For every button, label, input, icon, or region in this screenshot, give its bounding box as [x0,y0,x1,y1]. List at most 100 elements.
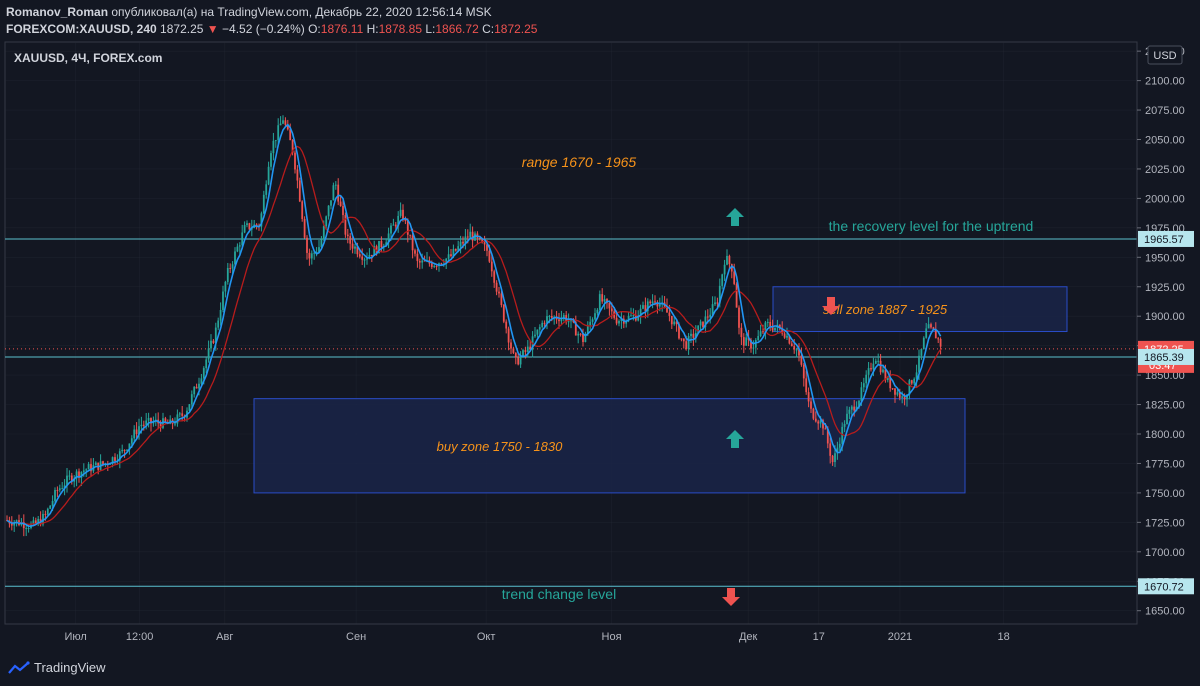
time-axis[interactable]: Июл 12:00 Авг Сен Окт Ноя Дек 17 2021 18 [5,623,1137,643]
candle-body [745,337,748,346]
candle-body [27,527,30,529]
candle-body [620,318,623,321]
price-tick-label: 1725.00 [1145,517,1185,529]
level-price-tag[interactable] [1138,578,1194,595]
time-tick-label: Сен [346,631,366,643]
candle-body [541,322,544,328]
price-chart[interactable]: sell zone 1887 - 1925 buy zone 1750 - 183… [0,0,1200,652]
candle-body [142,424,145,426]
candle-body [370,254,373,256]
candle-body [126,449,128,451]
candle-body [726,255,728,265]
candle-body [882,369,884,373]
candle-body [817,421,820,424]
candle-body [546,316,548,324]
time-tick-label: Ноя [602,631,622,643]
published-text: опубликовал(а) на TradingView.com, Декаб… [111,5,492,19]
high-label: H: [366,22,379,36]
candle-body [406,220,409,235]
candle-body [490,261,493,272]
annotations: range 1670 - 1965 the recovery level for … [502,154,1034,606]
candle-body [853,406,856,411]
candle-body [306,237,308,253]
candle-body [330,200,332,206]
candle-body [337,184,340,202]
candle-body [903,396,906,400]
last-price: 1872.25 [160,22,204,36]
candle-body [421,260,424,263]
price-tick-label: 1925.00 [1145,282,1185,294]
candle-body [932,327,935,330]
price-change: −4.52 (−0.24%) [222,22,305,36]
candle-body [498,291,500,294]
candle-body [418,261,421,263]
candle-body [668,312,671,316]
candle-body [464,236,467,244]
candle-body [579,333,582,335]
candle-body [666,306,668,313]
candle-body [54,490,56,501]
recovery-annotation: the recovery level for the uptrend [829,218,1034,234]
candle-body [862,383,865,388]
candle-body [865,374,868,384]
candle-body [66,475,68,486]
candle-body [147,418,150,421]
candle-body [522,350,524,357]
price-axis[interactable]: 1650.001675.001700.001725.001750.001775.… [1136,42,1194,624]
candle-body [877,360,880,362]
candle-body [248,223,251,230]
close-label: C: [482,22,495,36]
candle-body [608,302,611,309]
candle-body [15,520,18,523]
candle-body [754,340,757,348]
candle-body [289,129,292,141]
candle-body [416,253,419,262]
candle-body [226,267,229,282]
candle-body [178,413,181,415]
candle-body [346,234,349,237]
down-arrow-trend-icon [722,588,740,606]
candle-body [879,360,882,373]
candle-body [714,302,716,305]
candle-body [373,246,376,256]
price-tick-label: 1850.00 [1145,370,1185,382]
author-name[interactable]: Romanov_Roman [6,5,109,19]
candle-body [150,418,152,424]
candle-body [488,250,491,262]
candle-body [354,246,356,249]
candle-body [802,364,805,379]
support-price-tag[interactable] [1138,348,1194,365]
candle-body [519,356,522,365]
candle-body [615,317,618,324]
symbol-label[interactable]: FOREXCOM:XAUUSD, 240 [6,22,157,36]
candle-body [846,413,848,424]
candle-body [867,368,870,375]
candle-body [807,392,810,402]
price-tick-label: 1825.00 [1145,400,1185,412]
candle-body [841,426,844,444]
candle-body [920,349,923,356]
candle-body [742,337,745,346]
candle-body [296,169,299,181]
candle-body [512,348,515,353]
price-tick-label: 2025.00 [1145,164,1185,176]
candle-body [238,245,241,247]
tradingview-logo[interactable]: TradingView [8,660,106,675]
candle-body [752,347,755,349]
candle-body [68,475,71,477]
buy-zone-label: buy zone 1750 - 1830 [437,439,564,454]
candle-body [769,321,772,328]
candle-body [332,185,335,201]
candle-body [889,377,892,389]
candle-body [174,423,176,425]
candle-body [152,421,155,424]
level-price-tag[interactable] [1138,230,1194,247]
candle-body [452,248,455,257]
grid [5,42,1137,624]
candle-body [642,305,644,309]
candle-body [493,271,496,283]
currency-badge[interactable] [1147,45,1183,65]
candle-body [680,338,683,340]
trend-change-annotation: trend change level [502,586,616,602]
candle-body [915,372,918,379]
